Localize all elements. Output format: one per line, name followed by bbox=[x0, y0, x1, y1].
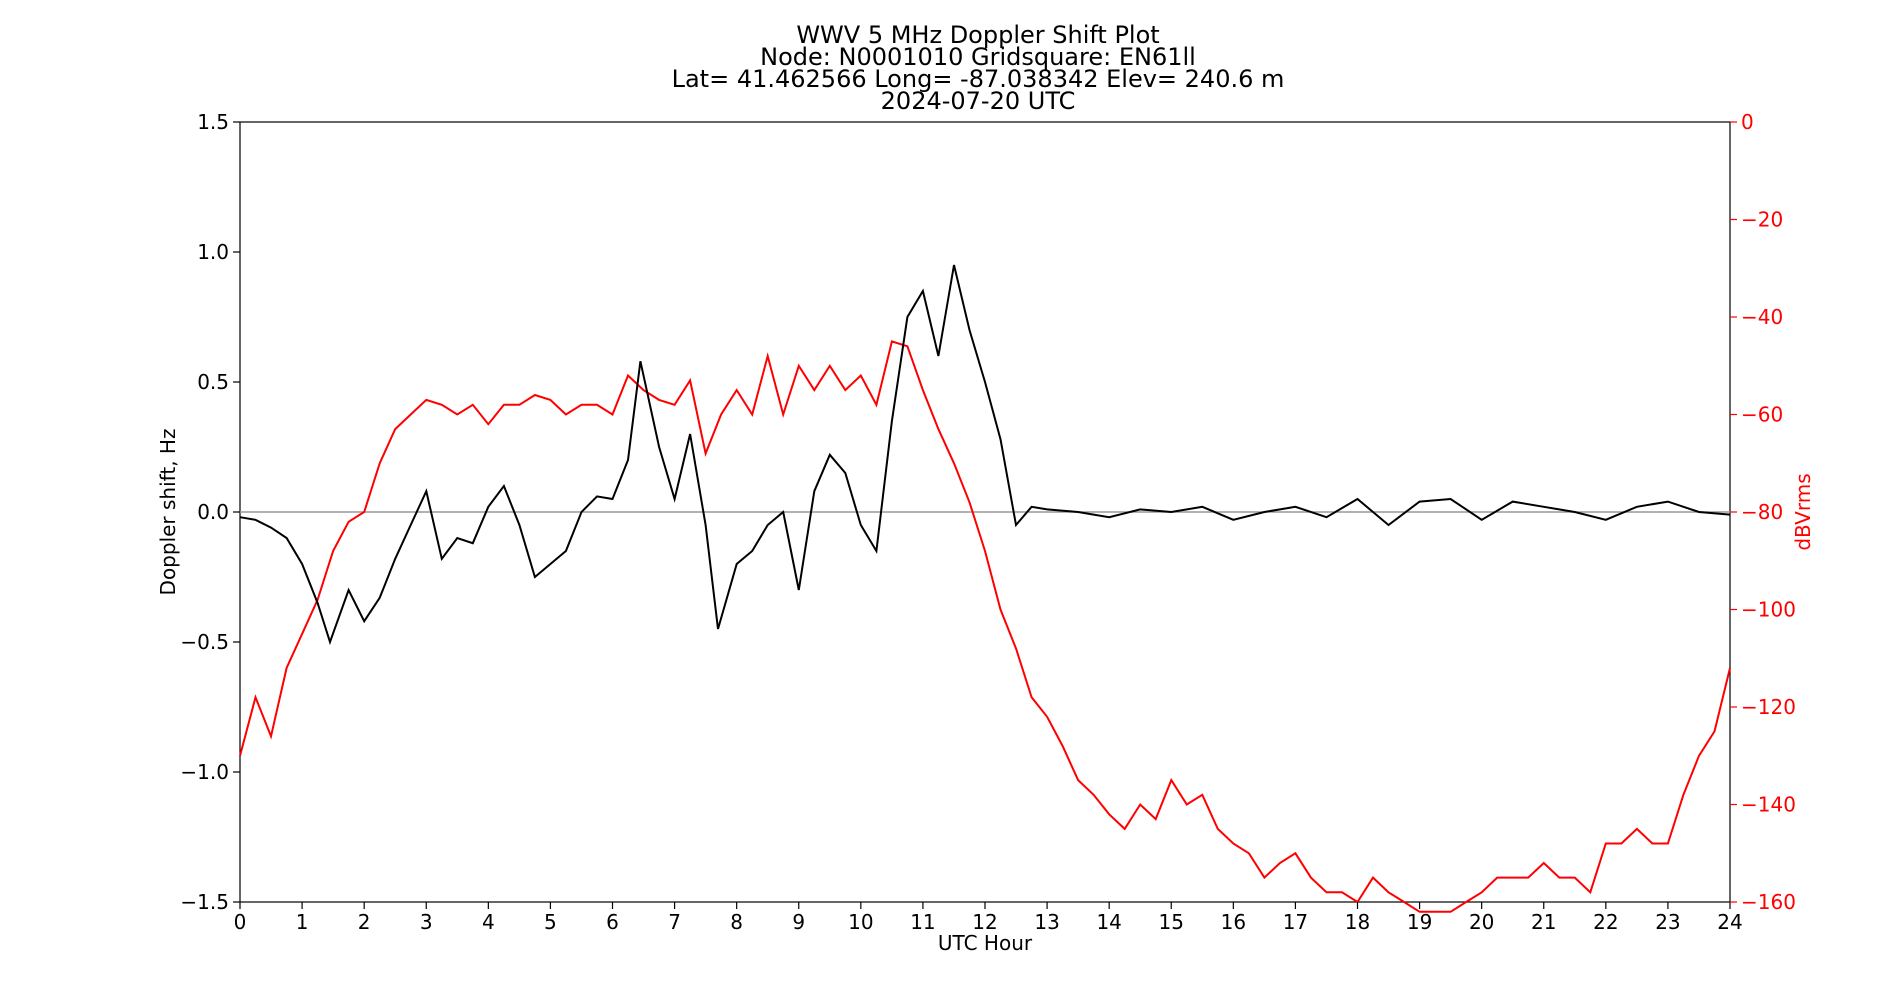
x-axis-label: UTC Hour bbox=[938, 931, 1033, 955]
y-right-tick-label: −20 bbox=[1741, 208, 1783, 232]
title-line-2: Node: N0001010 Gridsquare: EN61ll bbox=[760, 43, 1196, 71]
x-tick-label: 7 bbox=[668, 910, 681, 934]
y-left-tick-label: −0.5 bbox=[180, 630, 229, 654]
y-left-tick-label: 1.5 bbox=[197, 110, 229, 134]
y-right-axis-label: dBVrms bbox=[1791, 473, 1815, 550]
y-right-axis-ticks: 0 −20 −40 −60 −80 −100 −120 −140 −160 bbox=[1730, 110, 1796, 914]
y-right-tick-label: −140 bbox=[1741, 793, 1796, 817]
x-tick-label: 2 bbox=[358, 910, 371, 934]
x-tick-label: 19 bbox=[1407, 910, 1432, 934]
x-tick-label: 4 bbox=[482, 910, 495, 934]
x-tick-label: 9 bbox=[792, 910, 805, 934]
x-tick-label: 23 bbox=[1655, 910, 1680, 934]
y-right-tick-label: 0 bbox=[1741, 110, 1754, 134]
x-tick-label: 13 bbox=[1034, 910, 1059, 934]
chart-title: WWV 5 MHz Doppler Shift Plot Node: N0001… bbox=[672, 21, 1285, 115]
title-line-4: 2024-07-20 UTC bbox=[881, 87, 1076, 115]
title-line-1: WWV 5 MHz Doppler Shift Plot bbox=[796, 21, 1159, 49]
x-tick-label: 3 bbox=[420, 910, 433, 934]
y-left-axis-ticks: 1.5 1.0 0.5 0.0 −0.5 −1.0 −1.5 bbox=[180, 110, 240, 914]
y-right-tick-label: −160 bbox=[1741, 890, 1796, 914]
x-tick-label: 1 bbox=[296, 910, 309, 934]
y-right-tick-label: −60 bbox=[1741, 403, 1783, 427]
x-tick-label: 16 bbox=[1221, 910, 1246, 934]
series-line-power bbox=[239, 340, 1731, 913]
x-tick-label: 15 bbox=[1159, 910, 1184, 934]
y-left-tick-label: 0.5 bbox=[197, 370, 229, 394]
x-tick-label: 12 bbox=[972, 910, 997, 934]
x-tick-label: 22 bbox=[1593, 910, 1618, 934]
series-line-doppler bbox=[239, 264, 1731, 646]
x-tick-label: 0 bbox=[234, 910, 247, 934]
x-tick-label: 24 bbox=[1717, 910, 1742, 934]
x-tick-label: 6 bbox=[606, 910, 619, 934]
x-tick-label: 14 bbox=[1096, 910, 1121, 934]
y-left-axis-label: Doppler shift, Hz bbox=[156, 429, 180, 596]
x-tick-label: 8 bbox=[730, 910, 743, 934]
y-right-tick-label: −40 bbox=[1741, 305, 1783, 329]
y-right-tick-label: −80 bbox=[1741, 500, 1783, 524]
y-right-tick-label: −120 bbox=[1741, 695, 1796, 719]
y-left-tick-label: 1.0 bbox=[197, 240, 229, 264]
x-tick-label: 20 bbox=[1469, 910, 1494, 934]
y-left-tick-label: −1.5 bbox=[180, 890, 229, 914]
title-line-3: Lat= 41.462566 Long= -87.038342 Elev= 24… bbox=[672, 65, 1285, 93]
x-axis-ticks: 0 1 2 3 4 5 6 7 8 9 10 11 12 13 14 15 16 17 18 19 20 21 22 23 24 bbox=[234, 902, 1743, 934]
y-left-tick-label: −1.0 bbox=[180, 760, 229, 784]
x-tick-label: 17 bbox=[1283, 910, 1308, 934]
y-right-tick-label: −100 bbox=[1741, 598, 1796, 622]
x-tick-label: 11 bbox=[910, 910, 935, 934]
x-tick-label: 18 bbox=[1345, 910, 1370, 934]
x-tick-label: 21 bbox=[1531, 910, 1556, 934]
x-tick-label: 10 bbox=[848, 910, 873, 934]
y-left-tick-label: 0.0 bbox=[197, 500, 229, 524]
x-tick-label: 5 bbox=[544, 910, 557, 934]
